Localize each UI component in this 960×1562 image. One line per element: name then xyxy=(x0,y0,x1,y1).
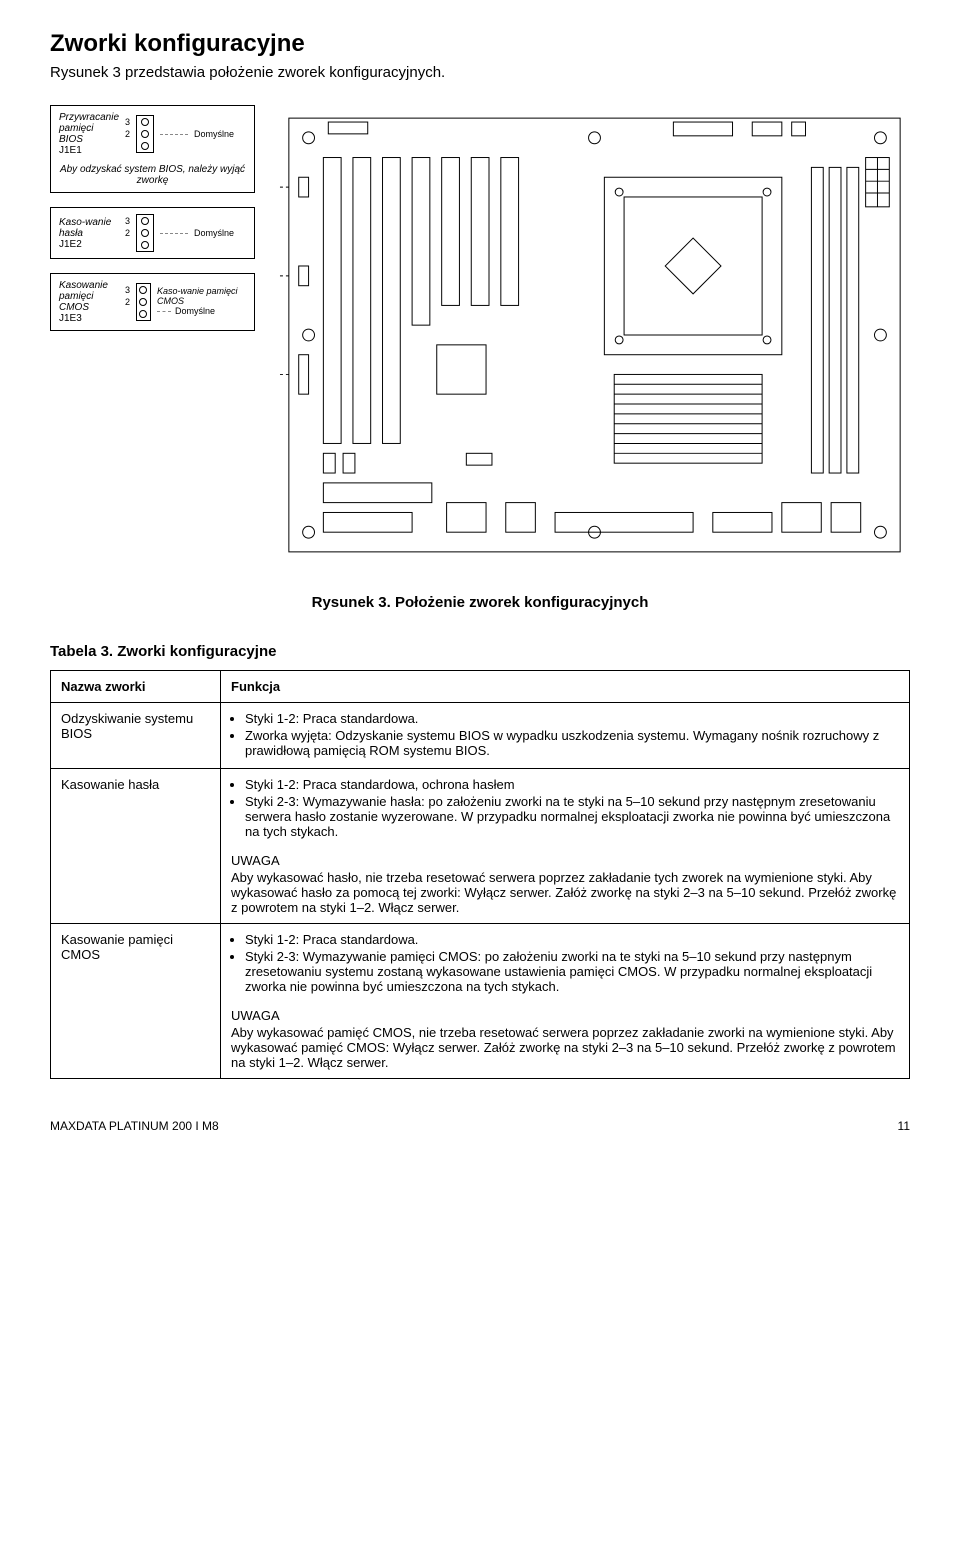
table-row: Kasowanie pamięci CMOS Styki 1-2: Praca … xyxy=(51,924,910,1079)
page-footer: MAXDATA PLATINUM 200 I M8 11 xyxy=(50,1119,910,1133)
footer-left: MAXDATA PLATINUM 200 I M8 xyxy=(50,1119,219,1133)
row1-name: Odzyskiwanie systemu BIOS xyxy=(51,703,221,769)
jumper2-ref: J1E2 xyxy=(59,239,119,250)
jumper1-title: Przywracanie pamięci BIOS xyxy=(59,112,119,145)
jumper-block-password: Kaso-wanie hasła J1E2 3 2 Domyślne xyxy=(50,207,255,259)
jumper3-pins xyxy=(136,283,151,321)
page-subtitle: Rysunek 3 przedstawia położenie zworek k… xyxy=(50,64,910,81)
jumper3-ref: J1E3 xyxy=(59,313,119,324)
jumper2-default-label: Domyślne xyxy=(194,228,234,238)
jumper3-title-right: Kaso-wanie pamięci CMOS xyxy=(157,287,246,307)
table-row: Odzyskiwanie systemu BIOS Styki 1-2: Pra… xyxy=(51,703,910,769)
pin-label-3: 3 xyxy=(125,285,130,295)
jumper1-ref: J1E1 xyxy=(59,145,119,156)
jumper-table: Nazwa zworki Funkcja Odzyskiwanie system… xyxy=(50,670,910,1079)
figure-caption: Rysunek 3. Położenie zworek konfiguracyj… xyxy=(50,594,910,611)
row2-name: Kasowanie hasła xyxy=(51,769,221,924)
row3-func: Styki 1-2: Praca standardowa. Styki 2-3:… xyxy=(221,924,910,1079)
pin-label-2: 2 xyxy=(125,228,130,238)
row3-name: Kasowanie pamięci CMOS xyxy=(51,924,221,1079)
jumper-column: Przywracanie pamięci BIOS J1E1 3 2 Domyś… xyxy=(50,105,255,331)
table-header-row: Nazwa zworki Funkcja xyxy=(51,671,910,703)
th-name: Nazwa zworki xyxy=(51,671,221,703)
row2-li2: Styki 2-3: Wymazywanie hasła: po założen… xyxy=(245,794,899,839)
row1-li2: Zworka wyjęta: Odzyskanie systemu BIOS w… xyxy=(245,728,899,758)
row3-note-body: Aby wykasować pamięć CMOS, nie trzeba re… xyxy=(231,1025,899,1070)
jumper2-title: Kaso-wanie hasła xyxy=(59,217,119,239)
pin-label-3: 3 xyxy=(125,216,130,226)
row2-note-head: UWAGA xyxy=(231,853,899,868)
table-row: Kasowanie hasła Styki 1-2: Praca standar… xyxy=(51,769,910,924)
motherboard-diagram xyxy=(279,105,910,570)
pin-label-2: 2 xyxy=(125,129,130,139)
row1-func: Styki 1-2: Praca standardowa. Zworka wyj… xyxy=(221,703,910,769)
row3-li1: Styki 1-2: Praca standardowa. xyxy=(245,932,899,947)
pin-label-3: 3 xyxy=(125,117,130,127)
th-function: Funkcja xyxy=(221,671,910,703)
jumper3-title-left: Kasowanie pamięci CMOS xyxy=(59,280,119,313)
pin-label-2: 2 xyxy=(125,297,130,307)
jumper-block-bios: Przywracanie pamięci BIOS J1E1 3 2 Domyś… xyxy=(50,105,255,193)
jumper3-default-label: Domyślne xyxy=(175,307,215,317)
jumper-block-cmos: Kasowanie pamięci CMOS J1E3 3 2 Kaso-wan… xyxy=(50,273,255,331)
row3-note-head: UWAGA xyxy=(231,1008,899,1023)
jumper1-default-label: Domyślne xyxy=(194,129,234,139)
jumper1-pins xyxy=(136,115,154,153)
row2-note-body: Aby wykasować hasło, nie trzeba resetowa… xyxy=(231,870,899,915)
footer-page-number: 11 xyxy=(898,1119,910,1133)
row2-li1: Styki 1-2: Praca standardowa, ochrona ha… xyxy=(245,777,899,792)
table-caption: Tabela 3. Zworki konfiguracyjne xyxy=(50,643,910,660)
jumper1-recover-note: Aby odzyskać system BIOS, należy wyjąć z… xyxy=(59,164,246,186)
row3-li2: Styki 2-3: Wymazywanie pamięci CMOS: po … xyxy=(245,949,899,994)
row1-li1: Styki 1-2: Praca standardowa. xyxy=(245,711,899,726)
row2-func: Styki 1-2: Praca standardowa, ochrona ha… xyxy=(221,769,910,924)
diagram-area: Przywracanie pamięci BIOS J1E1 3 2 Domyś… xyxy=(50,105,910,570)
jumper2-pins xyxy=(136,214,154,252)
page-heading: Zworki konfiguracyjne xyxy=(50,30,910,58)
